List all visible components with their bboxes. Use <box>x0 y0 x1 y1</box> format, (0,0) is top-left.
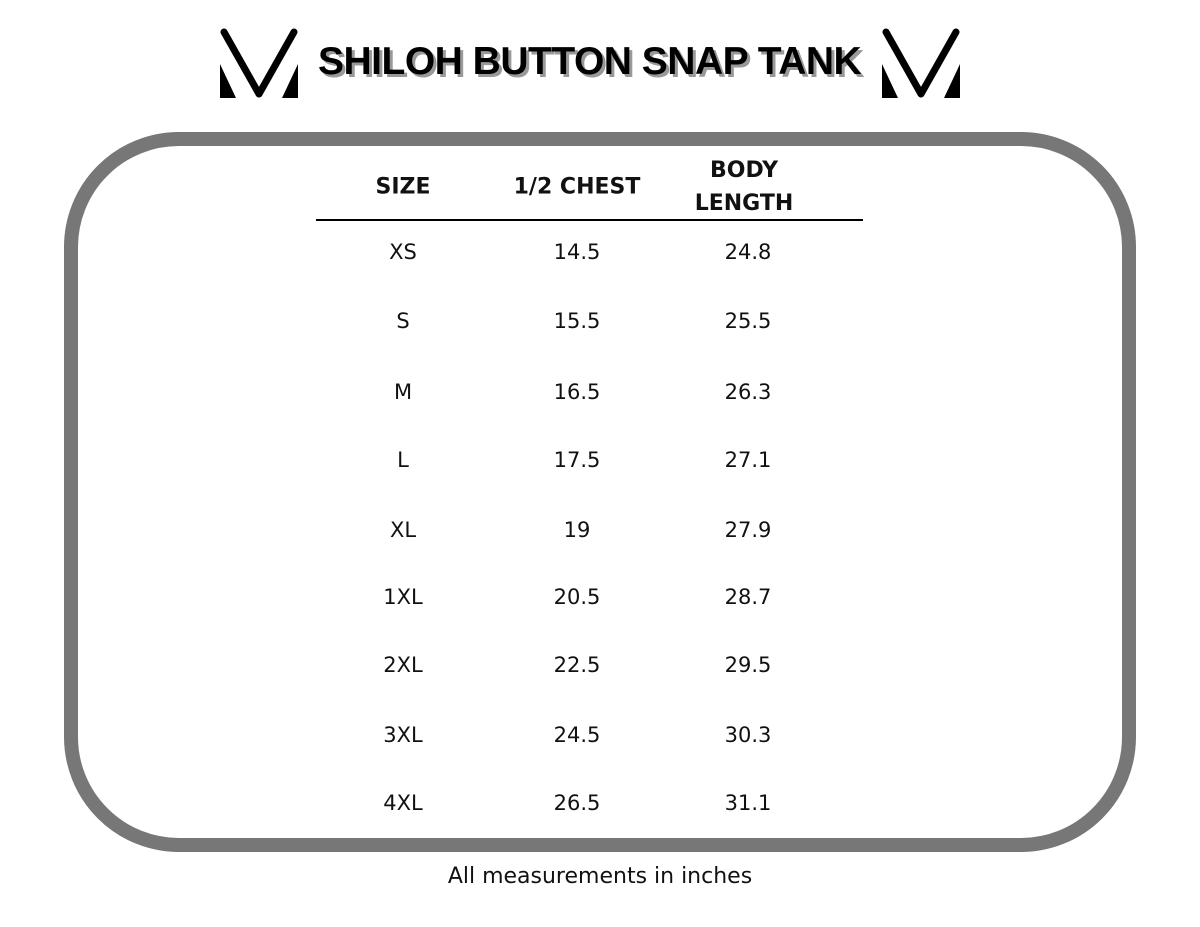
brand-logo-icon-right <box>882 28 960 98</box>
cell-chest: 24.5 <box>553 723 601 747</box>
cell-size: 4XL <box>383 791 423 815</box>
cell-size: 1XL <box>383 585 423 609</box>
page-title: SHILOH BUTTON SNAP TANK <box>318 40 862 83</box>
cell-body-length: 27.9 <box>724 518 772 542</box>
cell-body-length: 26.3 <box>724 380 772 404</box>
table-frame <box>64 132 1136 852</box>
cell-chest: 22.5 <box>553 653 601 677</box>
cell-body-length: 25.5 <box>724 309 772 333</box>
header-size: SIZE <box>375 174 431 200</box>
cell-size: 2XL <box>383 653 423 677</box>
cell-chest: 15.5 <box>553 309 601 333</box>
cell-body-length: 27.1 <box>724 448 772 472</box>
cell-chest: 17.5 <box>553 448 601 472</box>
cell-body-length: 31.1 <box>724 791 772 815</box>
cell-chest: 19 <box>563 518 591 542</box>
cell-chest: 20.5 <box>553 585 601 609</box>
cell-size: XL <box>389 518 417 542</box>
cell-size: M <box>393 380 413 404</box>
cell-size: 3XL <box>383 723 423 747</box>
header-chest: 1/2 CHEST <box>513 174 641 200</box>
cell-chest: 14.5 <box>553 240 601 264</box>
cell-chest: 16.5 <box>553 380 601 404</box>
footer-note: All measurements in inches <box>447 864 753 889</box>
brand-logo-icon-left <box>220 28 298 98</box>
header-divider <box>316 219 863 221</box>
cell-size: S <box>396 309 410 333</box>
cell-size: XS <box>389 240 417 264</box>
header-body-length: BODY LENGTH <box>654 154 834 220</box>
cell-size: L <box>397 448 409 472</box>
header-body-line1: BODY <box>709 158 779 183</box>
cell-body-length: 24.8 <box>724 240 772 264</box>
header-body-line2: LENGTH <box>694 191 794 216</box>
cell-body-length: 29.5 <box>724 653 772 677</box>
cell-body-length: 30.3 <box>724 723 772 747</box>
cell-body-length: 28.7 <box>724 585 772 609</box>
cell-chest: 26.5 <box>553 791 601 815</box>
